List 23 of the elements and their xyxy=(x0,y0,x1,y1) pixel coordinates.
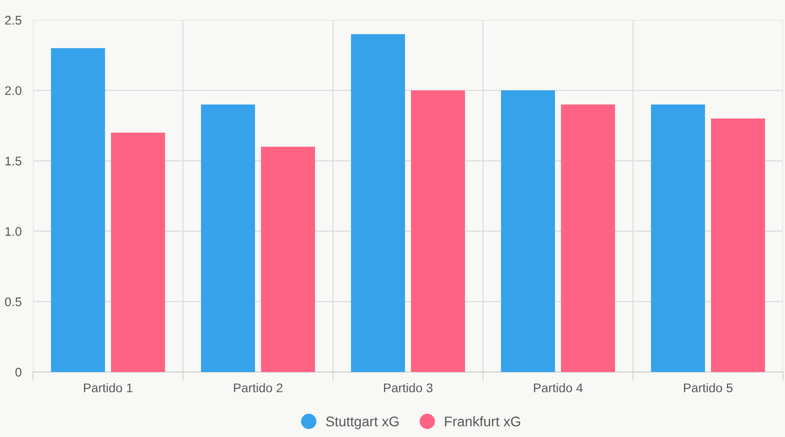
bar xyxy=(261,146,315,372)
y-tick-label: 2.0 xyxy=(5,86,22,96)
bar xyxy=(411,90,465,372)
y-tick-label: 0 xyxy=(15,368,22,377)
x-tick-label: Partido 2 xyxy=(234,383,282,392)
y-tick-label: 0.5 xyxy=(5,297,22,306)
bar xyxy=(201,104,255,372)
x-tick-label: Partido 5 xyxy=(684,383,732,392)
y-tick-label: 1.5 xyxy=(5,156,22,166)
bar xyxy=(651,104,705,372)
legend-label: Frankfurt xG xyxy=(445,416,520,426)
x-tick-label: Partido 4 xyxy=(534,383,583,392)
y-tick-label: 2.5 xyxy=(5,16,22,25)
x-tick-label: Partido 3 xyxy=(384,383,432,392)
bar xyxy=(711,118,765,372)
bar xyxy=(51,48,105,372)
bar xyxy=(501,90,555,372)
bar xyxy=(561,104,615,372)
bar xyxy=(351,34,405,372)
legend-label: Stuttgart xG xyxy=(326,416,398,430)
bar xyxy=(111,132,165,372)
y-tick-label: 1.0 xyxy=(5,227,22,236)
x-tick-label: Partido 1 xyxy=(84,383,132,392)
